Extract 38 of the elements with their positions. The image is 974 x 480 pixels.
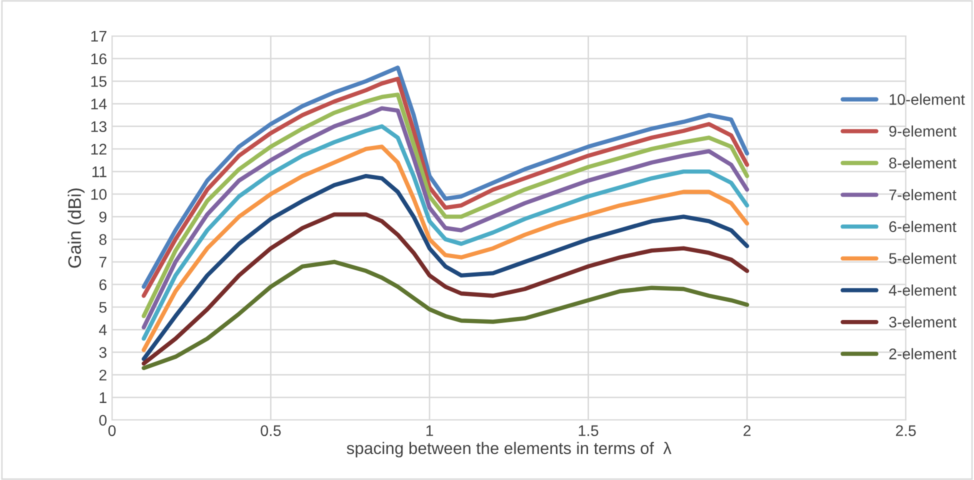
legend-label: 3-element [889, 316, 956, 328]
x-tick-label: 1.5 [578, 425, 598, 436]
y-tick-label: 14 [91, 98, 107, 110]
legend-label: 2-element [889, 348, 956, 360]
x-tick-label: 0.5 [260, 425, 281, 436]
x-tick-label: 2.5 [896, 425, 916, 436]
legend-label: 4-element [888, 284, 956, 296]
y-tick-label: 5 [99, 302, 107, 313]
line-series [142, 260, 750, 370]
y-tick-label: 9 [99, 212, 106, 222]
y-tick-label: 2 [99, 370, 106, 380]
legend-label: 8-element [889, 157, 956, 168]
y-tick-label: 15 [91, 76, 107, 87]
x-tick-label: 0 [108, 425, 116, 436]
x-axis-title: spacing between the elements in terms of λ [346, 442, 672, 458]
y-tick-label: 7 [99, 256, 106, 268]
y-tick-label: 4 [99, 324, 107, 336]
y-tick-label: 12 [91, 144, 106, 154]
y-axis-title: Gain (dBi) [68, 188, 85, 268]
y-tick-label: 17 [91, 31, 106, 42]
x-tick-label: 1 [426, 425, 434, 436]
line-series [142, 212, 750, 366]
y-tick-label: 16 [91, 53, 106, 64]
legend-label: 10-element [890, 94, 965, 105]
y-tick-label: 3 [99, 347, 106, 358]
line-series [142, 174, 750, 362]
y-tick-label: 0 [99, 414, 107, 426]
x-tick-label: 2 [744, 425, 751, 436]
y-tick-label: 10 [91, 188, 107, 200]
legend-label: 5-element [889, 252, 956, 264]
y-tick-label: 11 [92, 166, 106, 178]
y-tick-label: 13 [91, 121, 106, 132]
y-tick-label: 8 [99, 234, 106, 245]
legend-label: 9-element [889, 125, 956, 137]
legend-label: 6-element [889, 220, 956, 232]
legend-label: 7-element [889, 189, 956, 200]
y-tick-label: 6 [99, 279, 106, 290]
y-tick-label: 1 [100, 392, 106, 403]
